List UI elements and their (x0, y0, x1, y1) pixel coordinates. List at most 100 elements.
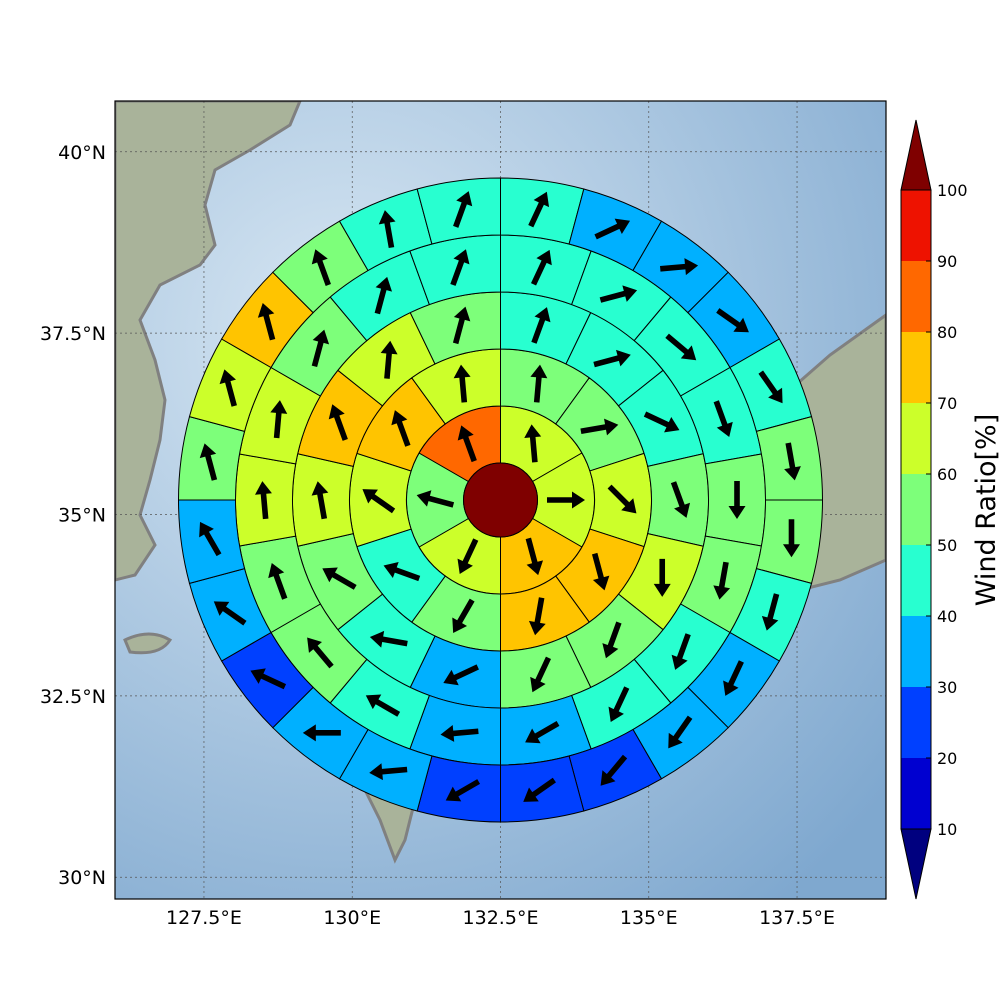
wind-arrow (416, 490, 455, 508)
wind-arrow (378, 210, 396, 249)
wind-arrow (591, 552, 610, 591)
wind-arrow-shape (530, 656, 552, 693)
wind-arrow (219, 369, 237, 407)
wind-arrow-shape (365, 694, 401, 717)
wind-arrow-shape (453, 191, 473, 228)
wind-arrow-shape (608, 686, 630, 723)
colorbar-tick-label: 50 (937, 536, 957, 555)
wind-arrow-shape (600, 754, 628, 786)
wind-arrow-shape (307, 637, 334, 669)
axis-ticks: 127.5°E 130°E 132.5°E 135°E 137.5°E 40°N 37.5°… (40, 142, 835, 929)
colorbar-segment (901, 332, 931, 403)
colorbar-tick-label: 60 (937, 465, 957, 484)
wind-arrow-shape (219, 369, 237, 407)
wind-arrow (784, 442, 801, 481)
wind-arrow (199, 521, 222, 557)
wind-arrow (362, 489, 396, 514)
wind-arrow-shape (782, 519, 800, 558)
colorbar-segment (901, 687, 931, 758)
colorbar-segment (901, 474, 931, 545)
wind-arrow (270, 400, 288, 439)
wind-arrow-shape (602, 621, 622, 659)
wind-arrow (452, 598, 475, 633)
wind-arrow-shape (607, 484, 637, 514)
wind-arrow-shape (380, 340, 398, 379)
wind-arrow-shape (668, 715, 693, 749)
colorbar-tick-label: 40 (937, 607, 957, 626)
x-tick-label: 137.5°E (759, 907, 835, 929)
wind-arrow (445, 779, 481, 802)
wind-arrow (452, 306, 471, 345)
wind-arrow-shape (322, 567, 357, 590)
wind-arrow-shape (523, 777, 556, 802)
wind-arrow-shape (302, 724, 341, 742)
wind-arrow (531, 249, 552, 286)
colorbar-tick-label: 90 (937, 252, 957, 271)
wind-arrow-shape (761, 593, 780, 631)
wind-arrow (528, 597, 546, 636)
wind-arrow-shape (525, 720, 560, 744)
wind-arrow (668, 715, 693, 749)
wind-arrow (528, 191, 550, 228)
wind-arrow (653, 558, 671, 597)
wind-arrow (782, 519, 800, 558)
wind-arrow-shape (255, 481, 272, 520)
x-tick-label: 135°E (620, 907, 678, 929)
wind-arrow-shape (443, 664, 479, 686)
korea-landmass (115, 101, 302, 582)
wind-arrow (453, 364, 471, 403)
x-tick-label: 130°E (323, 907, 381, 929)
colorbar-frame (900, 189, 932, 830)
wind-arrow-shape (452, 306, 471, 345)
wind-arrow (443, 664, 479, 686)
wind-arrow (758, 370, 783, 404)
wind-arrow-shape (728, 481, 746, 519)
wind-arrow (659, 258, 699, 276)
wind-arrow-shape (524, 424, 542, 463)
wind-arrow-shape (531, 249, 552, 286)
x-tick-label: 132.5°E (463, 907, 539, 929)
wind-arrow-shape (311, 329, 330, 368)
wind-arrow-shape (450, 249, 470, 286)
wind-arrow-shape (530, 364, 548, 403)
center-disk (463, 462, 538, 538)
sector-layer (177, 177, 824, 823)
colorbar-tick-label: 30 (937, 678, 957, 697)
x-tick-label: 127.5°E (166, 907, 242, 929)
wind-arrow-shape (416, 490, 455, 508)
wind-arrow-shape (531, 307, 551, 344)
wind-arrow (665, 333, 697, 361)
wind-arrow-shape (328, 404, 348, 441)
wind-arrow-shape (440, 724, 479, 742)
wind-arrow (671, 633, 691, 670)
colorbar-segment (901, 616, 931, 687)
wind-arrow-shape (374, 276, 393, 315)
wind-arrow-shape (713, 400, 733, 437)
colorbar-tick-label: 80 (937, 323, 957, 342)
wind-arrow (594, 218, 631, 240)
y-tick-label: 37.5°N (40, 323, 106, 345)
colorbar-tick-label: 20 (937, 749, 957, 768)
wind-arrow-shape (369, 763, 408, 781)
wind-arrow (257, 302, 276, 341)
wind-arrow (440, 724, 479, 742)
wind-arrow (457, 538, 479, 574)
colorbar-title: Wind Ratio[%] (971, 414, 1000, 606)
wind-arrow-shape (362, 489, 396, 514)
wind-arrow (369, 763, 408, 781)
wind-arrow-shape (593, 349, 631, 368)
wind-arrow (716, 308, 749, 333)
wind-arrow (643, 411, 680, 433)
wind-arrow-shape (525, 537, 544, 576)
wind-arrow (607, 484, 637, 514)
wind-arrow-shape (199, 521, 222, 557)
y-tick-label: 35°N (58, 505, 106, 527)
wind-arrow (593, 349, 631, 368)
colorbar-over-extension (900, 119, 932, 191)
y-tick-label: 32.5°N (40, 686, 106, 708)
wind-arrow-layer (199, 191, 801, 802)
wind-arrow (380, 340, 398, 379)
wind-arrow-shape (457, 538, 479, 574)
colorbar: 10 20 30 40 50 60 70 80 90 100 Wind Ratio[%] (900, 119, 1000, 900)
